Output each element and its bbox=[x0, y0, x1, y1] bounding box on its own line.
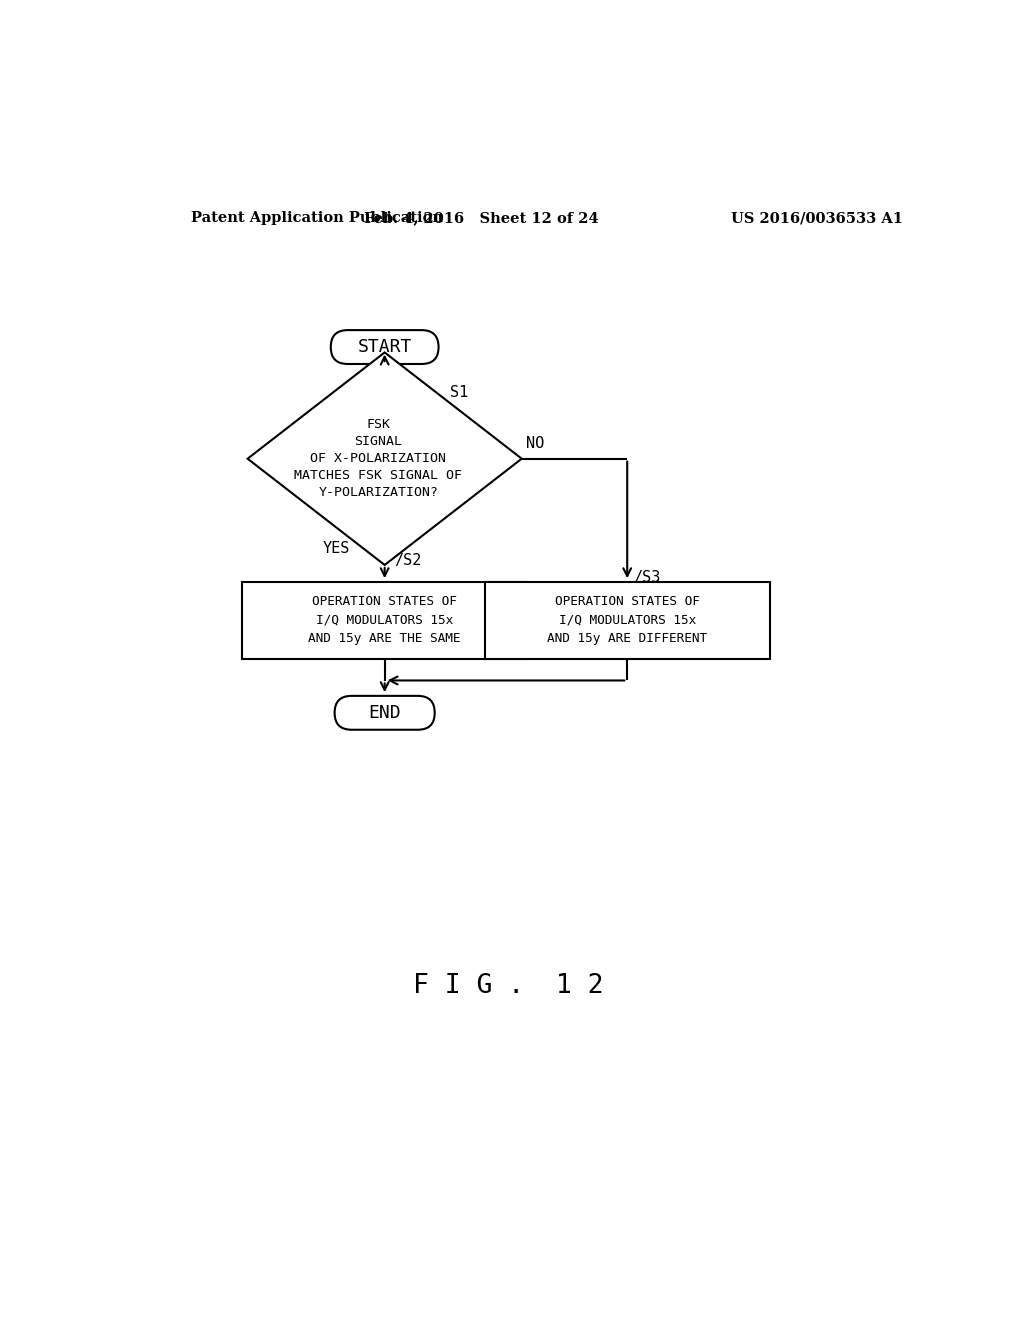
Text: OF X-POLARIZATION: OF X-POLARIZATION bbox=[310, 453, 446, 465]
Text: OPERATION STATES OF: OPERATION STATES OF bbox=[555, 595, 699, 609]
Text: MATCHES FSK SIGNAL OF: MATCHES FSK SIGNAL OF bbox=[295, 469, 463, 482]
Text: I/Q MODULATORS 15x: I/Q MODULATORS 15x bbox=[316, 614, 454, 627]
Polygon shape bbox=[248, 352, 521, 565]
Text: AND 15y ARE DIFFERENT: AND 15y ARE DIFFERENT bbox=[547, 632, 708, 645]
Text: NO: NO bbox=[526, 436, 545, 451]
Text: AND 15y ARE THE SAME: AND 15y ARE THE SAME bbox=[308, 632, 461, 645]
Text: I/Q MODULATORS 15x: I/Q MODULATORS 15x bbox=[558, 614, 696, 627]
Text: OPERATION STATES OF: OPERATION STATES OF bbox=[312, 595, 457, 609]
FancyBboxPatch shape bbox=[335, 696, 435, 730]
Bar bbox=[243, 582, 527, 659]
Text: Y-POLARIZATION?: Y-POLARIZATION? bbox=[318, 486, 438, 499]
Text: S1: S1 bbox=[451, 385, 469, 400]
FancyBboxPatch shape bbox=[331, 330, 438, 364]
Text: SIGNAL: SIGNAL bbox=[354, 436, 402, 449]
Text: Feb. 4, 2016   Sheet 12 of 24: Feb. 4, 2016 Sheet 12 of 24 bbox=[364, 211, 598, 226]
Text: YES: YES bbox=[323, 540, 350, 556]
Bar bbox=[484, 582, 770, 659]
Text: FSK: FSK bbox=[367, 418, 390, 432]
Text: US 2016/0036533 A1: US 2016/0036533 A1 bbox=[731, 211, 903, 226]
Text: START: START bbox=[357, 338, 412, 356]
Text: Patent Application Publication: Patent Application Publication bbox=[190, 211, 442, 226]
Text: /S2: /S2 bbox=[394, 553, 421, 568]
Text: /S3: /S3 bbox=[634, 570, 660, 585]
Text: F I G .  1 2: F I G . 1 2 bbox=[413, 973, 603, 999]
Text: END: END bbox=[369, 704, 401, 722]
